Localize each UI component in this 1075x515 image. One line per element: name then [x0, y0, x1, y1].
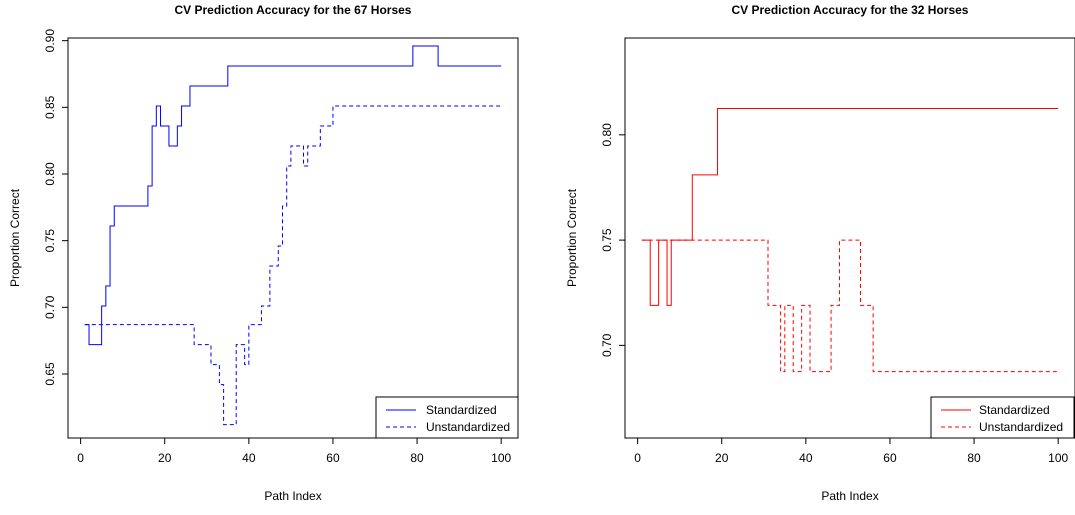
left-plot-frame [67, 37, 519, 439]
right-legend-box [930, 396, 1075, 439]
right-x-tick-label: 40 [799, 451, 813, 465]
right-chart-panel: CV Prediction Accuracy for the 32 Horses… [565, 3, 1075, 503]
right-x-tick-label: 100 [1048, 451, 1068, 465]
right-x-tick-label: 20 [715, 451, 729, 465]
right-y-tick-label: 0.70 [600, 333, 614, 357]
right-series-unstandardized [641, 239, 1059, 373]
right-axes: 0 20 40 60 80 100 0.70 0.75 0.80 [600, 123, 1069, 465]
left-y-tick-label: 0.80 [43, 162, 57, 186]
left-series-lines [84, 45, 502, 426]
left-y-tick-label: 0.75 [43, 229, 57, 253]
right-plot-frame [624, 37, 1075, 439]
left-y-tick-label: 0.70 [43, 295, 57, 319]
right-y-axis-label: Proportion Correct [565, 188, 579, 287]
right-x-tick-label: 0 [634, 451, 641, 465]
left-x-tick-label: 40 [242, 451, 256, 465]
left-chart-panel: CV Prediction Accuracy for the 67 Horses… [8, 3, 519, 503]
left-x-tick-label: 0 [77, 451, 84, 465]
left-x-axis-label: Path Index [264, 489, 321, 503]
left-chart-title: CV Prediction Accuracy for the 67 Horses [175, 3, 412, 17]
right-chart-title: CV Prediction Accuracy for the 32 Horses [732, 3, 969, 17]
left-legend-label-unstandardized: Unstandardized [426, 420, 510, 434]
right-series-lines [641, 108, 1059, 373]
left-legend-label-standardized: Standardized [426, 403, 497, 417]
left-y-tick-label: 0.90 [43, 29, 57, 53]
left-legend-box [375, 396, 519, 439]
right-x-tick-label: 80 [967, 451, 981, 465]
right-y-tick-label: 0.75 [600, 228, 614, 252]
left-x-tick-label: 100 [491, 451, 511, 465]
left-y-tick-label: 0.85 [43, 95, 57, 119]
right-legend: Standardized Unstandardized [930, 396, 1075, 439]
right-series-standardized [641, 108, 1059, 306]
right-x-tick-label: 60 [883, 451, 897, 465]
right-x-axis-label: Path Index [821, 489, 878, 503]
right-legend-label-unstandardized: Unstandardized [979, 420, 1063, 434]
left-legend: Standardized Unstandardized [375, 396, 519, 439]
left-x-tick-label: 80 [410, 451, 424, 465]
left-axes: 0 20 40 60 80 100 0.65 0.70 0.75 0.80 0.85 0.90 [43, 29, 512, 465]
left-y-tick-label: 0.65 [43, 362, 57, 386]
right-y-tick-label: 0.80 [600, 123, 614, 147]
left-x-tick-label: 60 [326, 451, 340, 465]
right-legend-label-standardized: Standardized [979, 403, 1050, 417]
left-y-axis-label: Proportion Correct [8, 188, 22, 287]
left-x-tick-label: 20 [158, 451, 172, 465]
left-series-standardized [84, 45, 502, 346]
left-series-unstandardized [84, 105, 502, 426]
